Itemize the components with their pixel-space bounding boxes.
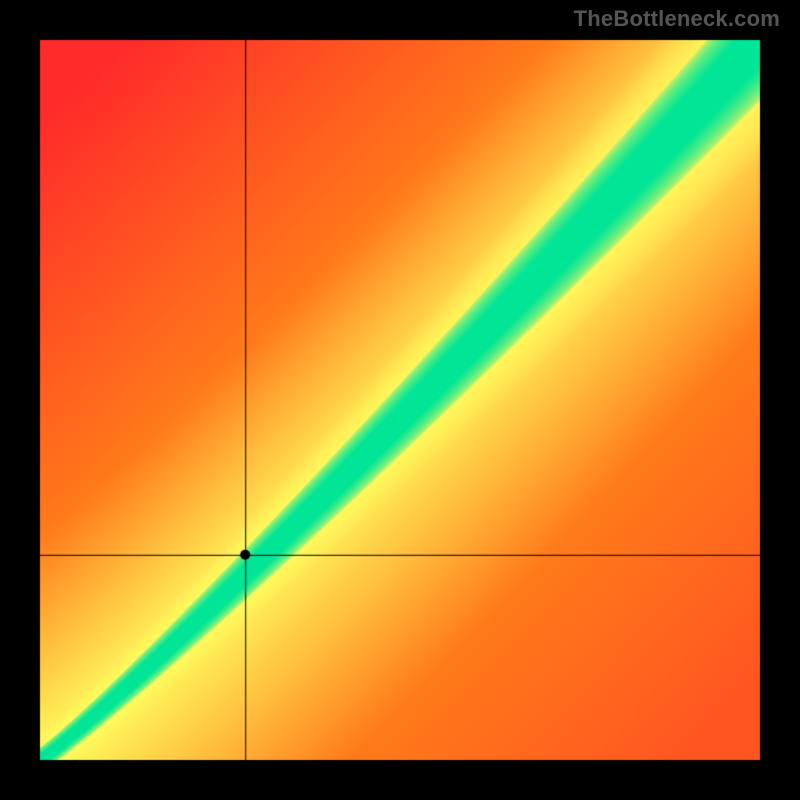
watermark-label: TheBottleneck.com: [574, 6, 780, 32]
chart-container: TheBottleneck.com: [0, 0, 800, 800]
heatmap-canvas: [0, 0, 800, 800]
